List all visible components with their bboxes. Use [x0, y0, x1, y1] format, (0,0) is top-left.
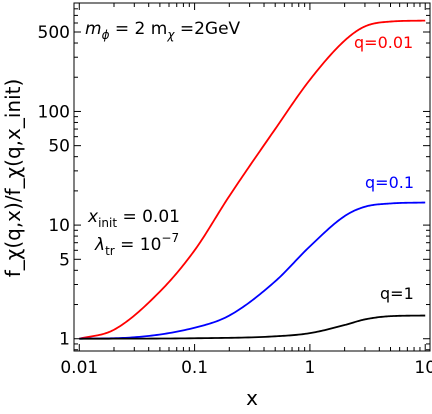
y-tick-label: 1	[59, 330, 70, 350]
y-axis-label: f_χ(q,x)/f_χ(q,x_init)	[1, 79, 25, 278]
lambda-annotation: λtr = 10−7	[94, 231, 179, 258]
series-line-1	[79, 201, 426, 340]
y-tick-label: 100	[38, 102, 70, 122]
x-tick-label: 0.1	[181, 358, 208, 378]
x-tick-label: 1	[304, 358, 315, 378]
series-curves	[79, 19, 426, 340]
xinit-annotation: xinit = 0.01	[87, 207, 180, 230]
x-tick-label: 10	[414, 358, 432, 378]
x-tick-label: 0.01	[60, 358, 98, 378]
y-tick-label: 10	[48, 216, 70, 236]
series-line-0	[79, 19, 426, 340]
y-tick-label: 500	[38, 23, 70, 43]
series-label-q1: q=1	[380, 284, 414, 303]
series-label-q001: q=0.01	[354, 33, 413, 52]
series-label-q01: q=0.1	[365, 173, 414, 192]
mass-annotation: mϕ = 2 mχ =2GeV	[85, 19, 241, 42]
x-axis-label: x	[246, 386, 258, 410]
series-line-2	[79, 314, 426, 340]
plot-frame	[73, 2, 431, 352]
y-tick-label: 50	[48, 137, 70, 157]
y-tick-label: 5	[59, 250, 70, 270]
